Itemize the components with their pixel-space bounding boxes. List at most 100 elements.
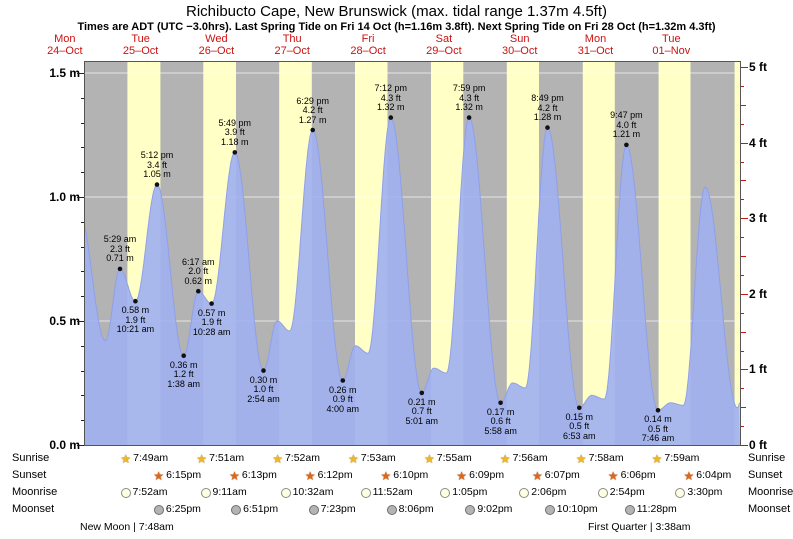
moonrise-icon bbox=[120, 487, 131, 498]
tide-area bbox=[85, 117, 740, 445]
axis-tick bbox=[81, 345, 84, 347]
axis-tick bbox=[741, 256, 746, 257]
tide-extremum-dot bbox=[545, 125, 550, 130]
sunset-icon: ★ bbox=[532, 468, 543, 483]
axis-tick bbox=[81, 395, 84, 397]
sunrise-time: 7:51am bbox=[209, 452, 245, 464]
sunset-entry: ★ 6:06pm bbox=[608, 469, 656, 482]
axis-tick bbox=[741, 312, 744, 314]
moonrise-entry: 9:11am bbox=[200, 486, 247, 499]
moonset-time: 9:02pm bbox=[477, 503, 513, 515]
moon-phase-new-moon-label: New Moon | 7:48am bbox=[80, 521, 174, 533]
day-label: Tue 01–Nov bbox=[652, 33, 691, 57]
moonset-time: 6:51pm bbox=[243, 503, 279, 515]
sunset-time: 6:07pm bbox=[544, 469, 580, 481]
moonrise-entry: 7:52am bbox=[120, 486, 168, 499]
moonset-time: 6:25pm bbox=[165, 503, 201, 515]
moonset-icon bbox=[544, 504, 555, 515]
sunset-row-label: Sunset bbox=[748, 469, 783, 481]
sunrise-row-label: Sunrise bbox=[748, 452, 786, 464]
axis-tick bbox=[741, 199, 744, 201]
tide-extremum-dot bbox=[117, 266, 123, 272]
sunrise-icon: ★ bbox=[499, 451, 511, 466]
sunrise-entry: ★ 7:49am bbox=[120, 452, 168, 465]
y-axis-label-feet: 2 ft bbox=[749, 286, 767, 301]
sunset-icon: ★ bbox=[304, 468, 316, 483]
tide-extremum-dot bbox=[655, 408, 661, 413]
tide-extremum-dot bbox=[196, 288, 201, 294]
axis-tick bbox=[81, 296, 84, 298]
moonrise-time: 2:06pm bbox=[531, 486, 567, 498]
moonset-icon bbox=[465, 504, 476, 515]
sunset-entry: ★ 6:10pm bbox=[381, 469, 429, 482]
axis-tick bbox=[741, 445, 748, 446]
day-label: Thu 27–Oct bbox=[274, 33, 310, 57]
axis-tick bbox=[77, 445, 84, 446]
moonset-icon bbox=[231, 504, 242, 515]
moonset-entry: 11:28pm bbox=[624, 503, 677, 516]
axis-tick bbox=[81, 420, 84, 422]
day-label: Sat 29–Oct bbox=[426, 33, 462, 57]
moonset-entry: 7:23pm bbox=[308, 503, 356, 516]
tide-extremum-dot bbox=[577, 405, 582, 411]
sunset-icon: ★ bbox=[380, 468, 392, 483]
sunset-icon: ★ bbox=[683, 468, 695, 483]
sunrise-icon: ★ bbox=[424, 451, 435, 466]
tide-extremum-dot bbox=[232, 150, 238, 155]
axis-tick bbox=[741, 104, 746, 106]
moonrise-time: 10:32am bbox=[292, 486, 334, 498]
moonset-entry: 6:51pm bbox=[231, 503, 278, 516]
axis-tick bbox=[741, 426, 744, 428]
day-label: Mon 31–Oct bbox=[577, 33, 614, 57]
moonrise-icon bbox=[440, 487, 451, 498]
y-axis-label-feet: 1 ft bbox=[749, 362, 767, 377]
moonrise-row-label: Moonrise bbox=[748, 486, 793, 498]
tide-extremum-dot bbox=[133, 298, 138, 304]
sunset-entry: ★ 6:09pm bbox=[456, 469, 504, 482]
tide-annotation-low: 0.58 m 1.9 ft 10:21 am bbox=[116, 305, 155, 335]
sunrise-icon: ★ bbox=[348, 451, 359, 466]
tide-annotation-high: 7:12 pm 4.3 ft 1.32 m bbox=[374, 83, 408, 113]
tide-extremum-dot bbox=[209, 301, 214, 306]
tide-annotation-low: 0.17 m 0.6 ft 5:58 am bbox=[484, 406, 517, 436]
y-axis-label-meters: 0.0 m bbox=[49, 438, 80, 452]
tide-annotation-low: 0.26 m 0.9 ft 4:00 am bbox=[326, 384, 360, 414]
sunset-time: 6:10pm bbox=[393, 469, 429, 481]
tide-curve-line bbox=[85, 117, 740, 411]
sunrise-entry: ★ 7:51am bbox=[196, 452, 244, 465]
sunset-entry: ★ 6:12pm bbox=[305, 469, 353, 482]
sunset-time: 6:12pm bbox=[317, 469, 353, 481]
day-label: Tue 25–Oct bbox=[122, 33, 159, 57]
moon-phase-first-quarter-label: First Quarter | 3:38am bbox=[588, 521, 691, 533]
sunrise-time: 7:58am bbox=[588, 452, 624, 464]
moonrise-entry: 1:05pm bbox=[440, 486, 487, 499]
moonset-time: 10:10pm bbox=[556, 503, 598, 515]
sunrise-icon: ★ bbox=[120, 451, 132, 466]
sunset-time: 6:09pm bbox=[469, 469, 505, 481]
moonrise-time: 1:05pm bbox=[452, 486, 488, 498]
sunrise-entry: ★ 7:55am bbox=[424, 452, 472, 465]
moonset-time: 7:23pm bbox=[320, 503, 356, 515]
sunset-icon: ★ bbox=[153, 468, 165, 483]
chart-subtitle: Times are ADT (UTC −3.0hrs). Last Spring… bbox=[77, 21, 716, 33]
sunrise-entry: ★ 7:58am bbox=[576, 452, 624, 465]
tide-extremum-dot bbox=[340, 378, 346, 383]
axis-tick bbox=[81, 370, 84, 372]
sunrise-entry: ★ 7:52am bbox=[272, 452, 320, 465]
tide-annotation-low: 0.15 m 0.5 ft 6:53 am bbox=[563, 411, 596, 441]
axis-tick bbox=[81, 122, 84, 124]
moonrise-icon bbox=[675, 487, 686, 498]
moonrise-entry: 3:30pm bbox=[675, 486, 722, 499]
daylight-band bbox=[734, 62, 740, 445]
axis-tick bbox=[741, 407, 746, 409]
tide-extremum-dot bbox=[310, 127, 315, 133]
y-axis-label-feet: 4 ft bbox=[749, 135, 767, 150]
axis-tick bbox=[81, 147, 84, 149]
day-label: Wed 26–Oct bbox=[198, 33, 235, 57]
moonset-time: 8:06pm bbox=[398, 503, 434, 515]
tide-plot-area: 5:29 am 2.3 ft 0.71 m 0.58 m 1.9 ft 10:21 am 5… bbox=[84, 61, 741, 446]
moonset-entry: 8:06pm bbox=[386, 503, 434, 516]
sunset-time: 6:06pm bbox=[620, 469, 656, 481]
tide-annotation-high: 9:47 pm 4.0 ft 1.21 m bbox=[610, 110, 643, 140]
